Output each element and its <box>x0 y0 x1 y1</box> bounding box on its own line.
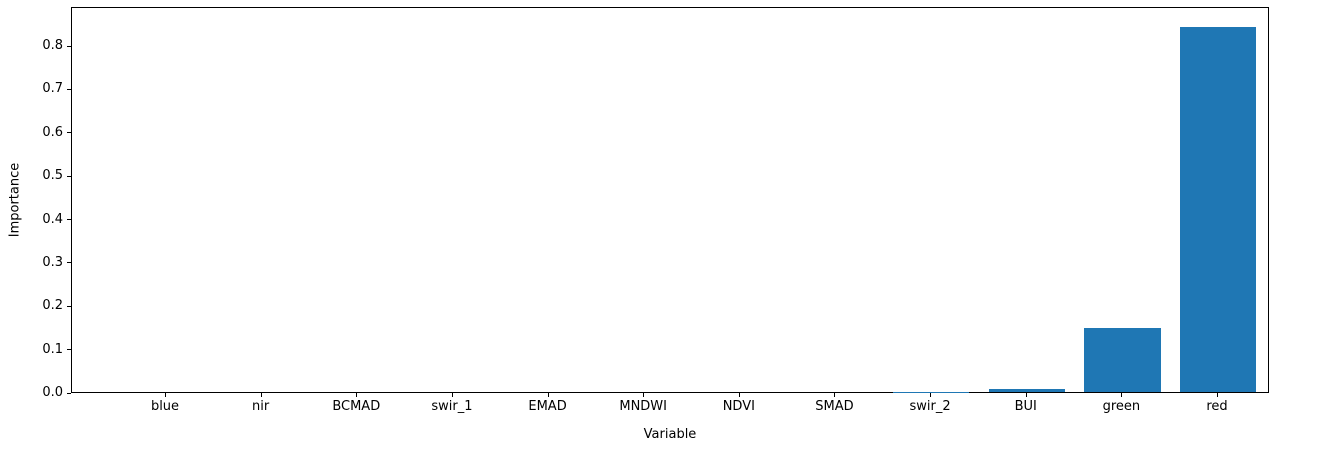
y-tick-label-0.8: 0.8 <box>42 38 63 54</box>
y-tick-label-0.4: 0.4 <box>42 211 63 227</box>
y-tick-mark <box>67 219 71 221</box>
y-tick-mark <box>67 262 71 264</box>
x-tick-mark <box>1217 393 1219 397</box>
x-tick-label-red: red <box>1206 399 1228 414</box>
y-tick-label-0.1: 0.1 <box>42 341 63 357</box>
x-tick-mark <box>165 393 166 397</box>
x-tick-label-NDVI: NDVI <box>722 399 755 414</box>
y-tick-label-0.7: 0.7 <box>42 81 63 97</box>
y-tick-label-0.5: 0.5 <box>42 168 63 184</box>
x-tick-mark <box>260 393 262 397</box>
bar-red <box>1179 27 1257 392</box>
x-tick-mark <box>834 393 836 397</box>
x-tick-mark <box>643 393 645 397</box>
x-tick-mark <box>1121 393 1123 397</box>
x-axis-label: Variable <box>643 427 697 442</box>
x-tick-label-BCMAD: BCMAD <box>332 399 381 414</box>
y-tick-mark <box>67 305 71 307</box>
y-tick-mark <box>67 45 71 47</box>
x-tick-mark <box>930 393 932 397</box>
x-tick-label-MNDWI: MNDWI <box>619 399 667 414</box>
x-tick-mark <box>356 393 358 397</box>
x-tick-label-blue: blue <box>150 399 180 414</box>
x-tick-label-BUI: BUI <box>1014 399 1037 414</box>
y-tick-label-0.6: 0.6 <box>42 124 63 140</box>
x-tick-label-EMAD: EMAD <box>528 399 567 414</box>
x-tick-label-swir_1: swir_1 <box>431 399 473 414</box>
x-tick-label-green: green <box>1102 399 1141 414</box>
x-tick-mark <box>1025 393 1027 397</box>
x-tick-label-nir: nir <box>252 399 270 414</box>
y-tick-mark <box>67 132 71 134</box>
x-tick-mark <box>547 393 549 397</box>
x-tick-mark <box>451 393 453 397</box>
bar-BUI <box>988 389 1065 392</box>
y-tick-mark <box>67 392 71 394</box>
x-tick-label-SMAD: SMAD <box>815 399 854 414</box>
y-tick-mark <box>67 349 71 351</box>
x-tick-mark <box>738 393 740 397</box>
plot-area <box>71 7 1269 393</box>
y-tick-label-0.0: 0.0 <box>42 385 63 400</box>
y-tick-mark <box>67 175 71 177</box>
x-tick-label-swir_2: swir_2 <box>909 399 951 414</box>
y-tick-label-0.2: 0.2 <box>42 298 63 314</box>
y-tick-mark <box>67 88 71 90</box>
bar-green <box>1084 327 1161 392</box>
y-tick-label-0.3: 0.3 <box>42 254 63 270</box>
